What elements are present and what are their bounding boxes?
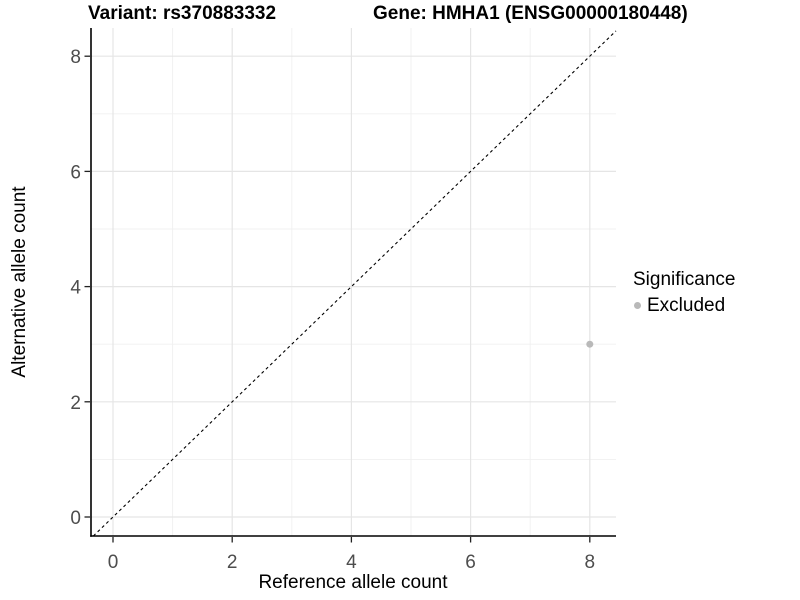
- legend-item-label: Excluded: [647, 294, 726, 316]
- x-tick-label: 6: [465, 552, 476, 573]
- data-point: [586, 340, 594, 348]
- x-tick-label: 0: [108, 552, 119, 573]
- plot-title-gene: Gene: HMHA1 (ENSG00000180448): [373, 3, 688, 24]
- x-axis-title: Reference allele count: [258, 572, 448, 593]
- legend-item-excluded: Excluded: [633, 295, 735, 317]
- y-tick-label: 6: [70, 162, 81, 183]
- legend: Significance Excluded: [633, 269, 735, 317]
- y-axis-title: Alternative allele count: [9, 186, 31, 378]
- y-tick-label: 4: [70, 278, 81, 299]
- y-tick-label: 2: [70, 393, 81, 414]
- legend-title: Significance: [633, 269, 736, 290]
- y-tick-label: 0: [70, 508, 81, 529]
- x-tick-label: 2: [227, 552, 238, 573]
- legend-point-icon: [634, 302, 641, 310]
- x-tick-label: 4: [346, 552, 357, 573]
- x-tick-label: 8: [585, 552, 596, 573]
- identity-line: [92, 30, 617, 537]
- plot-title-variant: Variant: rs370883332: [88, 3, 277, 24]
- y-tick-label: 8: [70, 47, 81, 68]
